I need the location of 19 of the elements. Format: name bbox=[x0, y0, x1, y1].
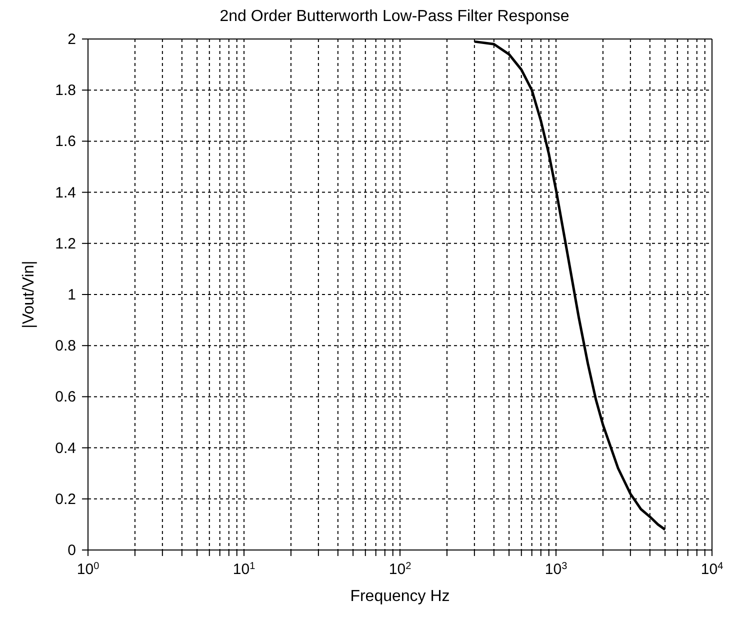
y-tick-label: 1.2 bbox=[55, 235, 76, 252]
y-tick-label: 1.8 bbox=[55, 82, 76, 100]
y-tick-label: 0.6 bbox=[55, 388, 76, 406]
y-tick-label: 0.4 bbox=[55, 440, 76, 457]
x-tick-label: 10$^{3}$ bbox=[544, 560, 568, 578]
y-tick-label: 1.6 bbox=[55, 133, 76, 150]
y-tick-label: 0.2 bbox=[55, 490, 76, 508]
y-tick-label: 1 bbox=[68, 286, 76, 304]
x-axis-title: Frequency Hz bbox=[350, 588, 450, 605]
x-tick-label: 10$^{1}$ bbox=[232, 560, 256, 578]
x-tick-label: 10$^{4}$ bbox=[700, 560, 724, 578]
x-tick-label: 10$^{0}$ bbox=[76, 560, 100, 578]
y-tick-label: 2 bbox=[68, 31, 76, 48]
y-tick-label: 0 bbox=[68, 542, 76, 559]
chart-title: 2nd Order Butterworth Low-Pass Filter Response bbox=[218, 8, 570, 27]
y-tick-label: 1.4 bbox=[55, 184, 76, 202]
y-tick-label: 0.8 bbox=[55, 338, 76, 355]
x-tick-label: 10$^{2}$ bbox=[388, 560, 412, 578]
y-axis-title: |Vout/Vin| bbox=[20, 260, 38, 328]
